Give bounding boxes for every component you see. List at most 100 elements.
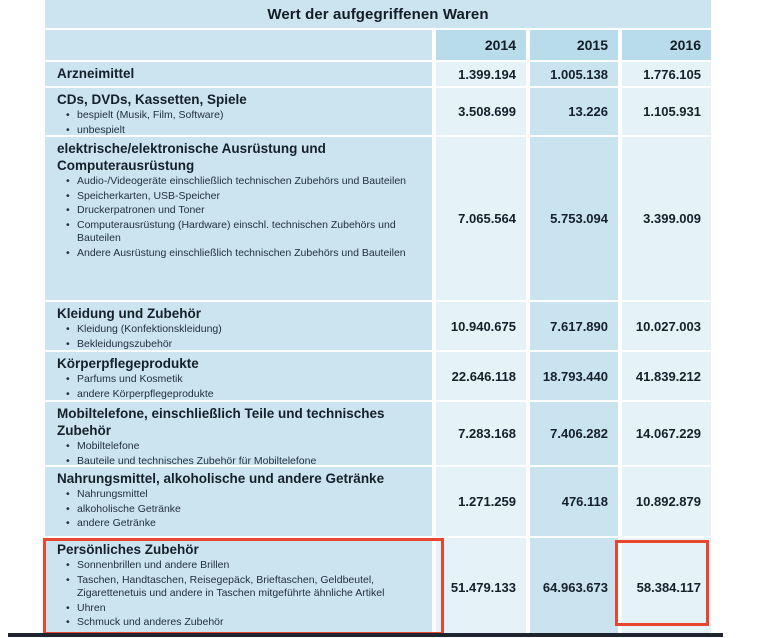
subitem: • Nahrungsmittel: [57, 488, 426, 502]
subitem: • Mobiltelefone: [57, 440, 426, 454]
bullet-icon: •: [66, 488, 70, 500]
category-label: CDs, DVDs, Kassetten, Spiele: [57, 92, 247, 107]
subitem-label: Bekleidungszubehör: [77, 337, 173, 350]
bullet-icon: •: [66, 175, 70, 187]
category-label: Mobiltelefone, einschließlich Teile und …: [57, 406, 385, 438]
row-label-cell: Nahrungsmittel, alkoholische und andere …: [45, 467, 432, 536]
table-title: Wert der aufgegriffenen Waren: [267, 5, 489, 23]
bullet-icon: •: [66, 204, 70, 216]
subitem: • bespielt (Musik, Film, Software): [57, 109, 426, 123]
subitem: • Bauteile und technisches Zubehör für Mo…: [57, 455, 426, 466]
value-2015: 476.118: [530, 467, 618, 536]
subitem: • Kleidung (Konfektionskleidung): [57, 323, 426, 337]
value-2016: 14.067.229: [622, 402, 711, 465]
subitem-label: Taschen, Handtaschen, Reisegepäck, Brief…: [77, 573, 385, 600]
table-row: Arzneimittel 1.399.194 1.005.138 1.776.105: [45, 62, 711, 86]
subitem: • Parfums und Kosmetik: [57, 373, 426, 387]
column-header-2016: 2016: [622, 30, 711, 60]
row-label-cell: Kleidung und Zubehör • Kleidung (Konfektio…: [45, 302, 432, 350]
bullet-icon: •: [66, 454, 70, 466]
value-2016: 10.892.879: [622, 467, 711, 536]
value-2014: 1.399.194: [436, 62, 526, 86]
value-2015: 5.753.094: [530, 137, 618, 300]
value-2014: 10.940.675: [436, 302, 526, 350]
subitem: • Sonnenbrillen und andere Brillen: [57, 559, 426, 573]
bullet-icon: •: [66, 218, 70, 231]
value-2015: 64.963.673: [530, 538, 618, 636]
subitem: • Andere Ausrüstung einschließlich techni…: [57, 247, 426, 261]
subitem: • Uhren: [57, 602, 426, 616]
value-2015: 7.406.282: [530, 402, 618, 465]
bullet-icon: •: [66, 440, 70, 452]
subitem: • Taschen, Handtaschen, Reisegepäck, Brie…: [57, 574, 426, 601]
subitem-label: Speicherkarten, USB-Speicher: [77, 189, 220, 202]
value-2016: 10.027.003: [622, 302, 711, 350]
table-row: Mobiltelefone, einschließlich Teile und …: [45, 402, 711, 465]
bullet-icon: •: [66, 373, 70, 385]
value-2016: 58.384.117: [622, 538, 711, 636]
row-label-cell: elektrische/elektronische Ausrüstung und…: [45, 137, 432, 300]
subitem-label: Sonnenbrillen und andere Brillen: [77, 559, 230, 571]
subitem-label: Bauteile und technisches Zubehör für Mob…: [77, 454, 317, 466]
seized-goods-table: Wert der aufgegriffenen Waren 2014 2015 …: [45, 0, 711, 636]
column-header-2015: 2015: [530, 30, 618, 60]
table-row: elektrische/elektronische Ausrüstung und…: [45, 137, 711, 300]
table-row: Persönliches Zubehör • Sonnenbrillen und a…: [45, 538, 711, 636]
subitem-label: Mobiltelefone: [77, 440, 140, 452]
bullet-icon: •: [66, 109, 70, 121]
table-row: CDs, DVDs, Kassetten, Spiele • bespielt (M…: [45, 88, 711, 135]
subitem-label: Computerausrüstung (Hardware) einschl. t…: [77, 218, 396, 245]
bullet-icon: •: [66, 573, 70, 586]
column-header-2014: 2014: [436, 30, 526, 60]
bullet-icon: •: [66, 517, 70, 529]
value-2014: 22.646.118: [436, 352, 526, 400]
subitem-label: unbespielt: [77, 123, 125, 136]
table-row: Nahrungsmittel, alkoholische und andere …: [45, 467, 711, 536]
value-2014: 7.283.168: [436, 402, 526, 465]
subitem-label: Druckerpatronen und Toner: [77, 204, 205, 216]
subitem: • Bekleidungszubehör: [57, 338, 426, 351]
table-title-bar: Wert der aufgegriffenen Waren: [45, 0, 711, 28]
bullet-icon: •: [66, 601, 70, 614]
bullet-icon: •: [66, 323, 70, 335]
bullet-icon: •: [66, 616, 70, 628]
bullet-icon: •: [66, 502, 70, 515]
row-label-cell: Mobiltelefone, einschließlich Teile und …: [45, 402, 432, 465]
page-bottom-edge: [8, 633, 723, 637]
value-2014: 7.065.564: [436, 137, 526, 300]
value-2016: 1.776.105: [622, 62, 711, 86]
category-label: Kleidung und Zubehör: [57, 306, 201, 321]
bullet-icon: •: [66, 123, 70, 136]
subitem-label: Nahrungsmittel: [77, 488, 148, 500]
value-2016: 3.399.009: [622, 137, 711, 300]
subitem: • unbespielt: [57, 124, 426, 136]
row-label-cell: Körperpflegeprodukte • Parfums und Kosmeti…: [45, 352, 432, 400]
row-label-cell: CDs, DVDs, Kassetten, Spiele • bespielt (M…: [45, 88, 432, 135]
subitem-label: andere Getränke: [77, 517, 156, 529]
subitem-label: Audio-/Videogeräte einschließlich techni…: [77, 175, 407, 187]
category-label: Nahrungsmittel, alkoholische und andere …: [57, 471, 385, 486]
value-2014: 51.479.133: [436, 538, 526, 636]
bullet-icon: •: [66, 559, 70, 571]
row-label-cell: Arzneimittel: [45, 62, 432, 86]
bullet-icon: •: [66, 189, 70, 202]
row-label-cell: Persönliches Zubehör • Sonnenbrillen und a…: [45, 538, 432, 636]
year-header-row: 2014 2015 2016: [45, 30, 711, 60]
subitem: • Druckerpatronen und Toner: [57, 204, 426, 218]
header-label-spacer: [45, 30, 432, 60]
subitem: • andere Körperpflegeprodukte: [57, 388, 426, 401]
table-row: Kleidung und Zubehör • Kleidung (Konfektio…: [45, 302, 711, 350]
category-label: Arzneimittel: [57, 66, 135, 81]
category-label: Körperpflegeprodukte: [57, 356, 199, 371]
subitem: • Computerausrüstung (Hardware) einschl. …: [57, 219, 426, 246]
value-2015: 18.793.440: [530, 352, 618, 400]
subitem-label: alkoholische Getränke: [77, 502, 181, 515]
subitem-label: Schmuck und anderes Zubehör: [77, 616, 224, 628]
category-label: elektrische/elektronische Ausrüstung und…: [57, 141, 326, 173]
bullet-icon: •: [66, 387, 70, 400]
subitem-label: Parfums und Kosmetik: [77, 373, 183, 385]
value-2015: 1.005.138: [530, 62, 618, 86]
value-2015: 7.617.890: [530, 302, 618, 350]
subitem: • Speicherkarten, USB-Speicher: [57, 190, 426, 204]
value-2014: 1.271.259: [436, 467, 526, 536]
